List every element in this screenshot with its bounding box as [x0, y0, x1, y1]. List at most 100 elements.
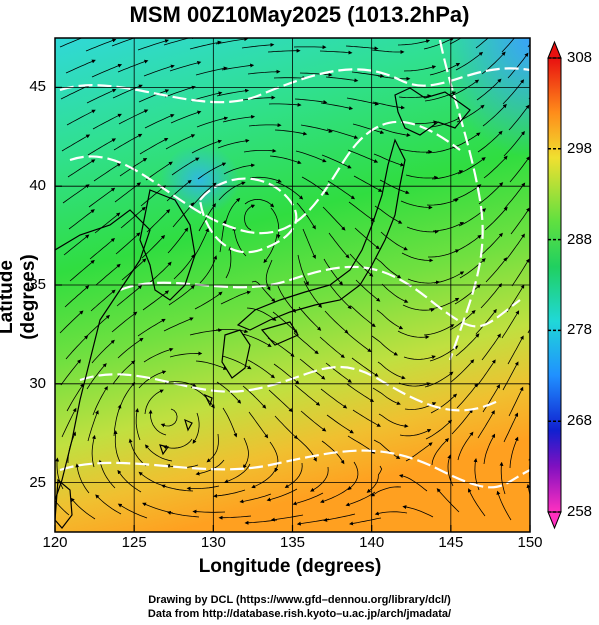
streamline	[191, 139, 223, 154]
streamline	[269, 155, 302, 165]
streamline	[143, 64, 175, 77]
streamline	[299, 72, 333, 77]
streamline	[508, 386, 524, 417]
streamline	[251, 280, 276, 303]
streamline	[117, 337, 144, 359]
streamline	[217, 138, 250, 149]
coastline	[394, 87, 471, 136]
coastline	[159, 444, 170, 456]
streamline	[206, 433, 219, 463]
streamline	[128, 438, 147, 467]
streamline	[85, 314, 110, 338]
streamline	[196, 116, 229, 128]
streamline	[163, 317, 194, 332]
streamline	[242, 385, 267, 409]
streamline	[65, 59, 96, 74]
streamline	[241, 42, 275, 49]
streamline	[165, 134, 196, 150]
streamline	[61, 407, 77, 438]
streamline	[529, 150, 530, 151]
streamline	[246, 307, 277, 321]
cold-area-low	[160, 145, 240, 215]
streamline	[477, 130, 503, 153]
x-tick-label: 135	[279, 534, 306, 551]
streamline	[326, 128, 359, 139]
streamline	[528, 381, 530, 386]
streamline	[66, 109, 96, 126]
streamline	[91, 339, 115, 364]
streamline	[137, 318, 166, 337]
streamline	[113, 430, 121, 463]
colorbar-tick-label: 298	[567, 139, 593, 157]
streamline	[120, 206, 146, 229]
streamline	[225, 246, 233, 279]
streamline	[374, 205, 403, 224]
streamline	[502, 361, 519, 391]
streamline	[529, 435, 530, 437]
streamline	[90, 289, 116, 312]
streamline	[426, 198, 459, 206]
streamline	[454, 284, 481, 305]
streamline	[89, 238, 116, 260]
streamline	[475, 308, 497, 335]
streamline	[192, 182, 217, 206]
streamline	[531, 177, 547, 203]
streamline	[243, 148, 277, 153]
streamline	[376, 309, 404, 330]
isotherm	[59, 67, 530, 104]
streamline	[450, 359, 475, 383]
y-tick-label: 35	[29, 276, 46, 293]
streamline	[161, 484, 194, 492]
streamline	[373, 439, 401, 460]
streamline	[86, 363, 107, 390]
streamline	[378, 413, 409, 428]
streamline	[244, 204, 256, 231]
streamline	[483, 433, 496, 465]
streamline	[504, 182, 526, 209]
streamline	[65, 335, 89, 360]
streamline	[399, 429, 432, 437]
streamline	[251, 467, 277, 489]
streamline	[94, 212, 121, 234]
streamline	[450, 79, 480, 97]
streamline	[55, 499, 70, 516]
streamline	[353, 175, 383, 192]
streamline	[483, 155, 508, 179]
streamline	[300, 124, 333, 133]
streamline	[146, 209, 171, 233]
streamline	[507, 335, 524, 365]
streamline	[219, 219, 227, 253]
streamline	[173, 254, 195, 280]
coastline	[221, 329, 251, 379]
colorbar-max-arrow	[547, 40, 562, 59]
streamline	[322, 206, 346, 231]
streamline	[248, 123, 282, 128]
streamline	[402, 505, 434, 518]
streamline	[405, 174, 439, 180]
streamline	[423, 324, 455, 336]
streamline	[138, 370, 167, 389]
streamline	[455, 51, 484, 71]
streamline	[247, 359, 275, 379]
streamline	[91, 434, 96, 468]
streamline	[398, 382, 431, 387]
streamline	[189, 40, 222, 50]
streamline	[297, 254, 309, 286]
streamline	[267, 48, 301, 53]
streamline	[70, 497, 96, 520]
streamline	[298, 306, 322, 331]
coastline	[236, 138, 406, 331]
streamline	[400, 200, 433, 210]
streamline	[345, 331, 372, 353]
streamline	[325, 76, 359, 83]
streamline	[273, 363, 300, 385]
streamline	[249, 176, 282, 183]
streamline	[428, 297, 460, 310]
streamline	[59, 38, 83, 48]
streamline	[398, 94, 432, 99]
streamline	[137, 39, 170, 51]
streamline	[423, 38, 455, 50]
streamline	[140, 185, 167, 207]
streamline	[481, 333, 501, 361]
streamline	[510, 207, 530, 235]
